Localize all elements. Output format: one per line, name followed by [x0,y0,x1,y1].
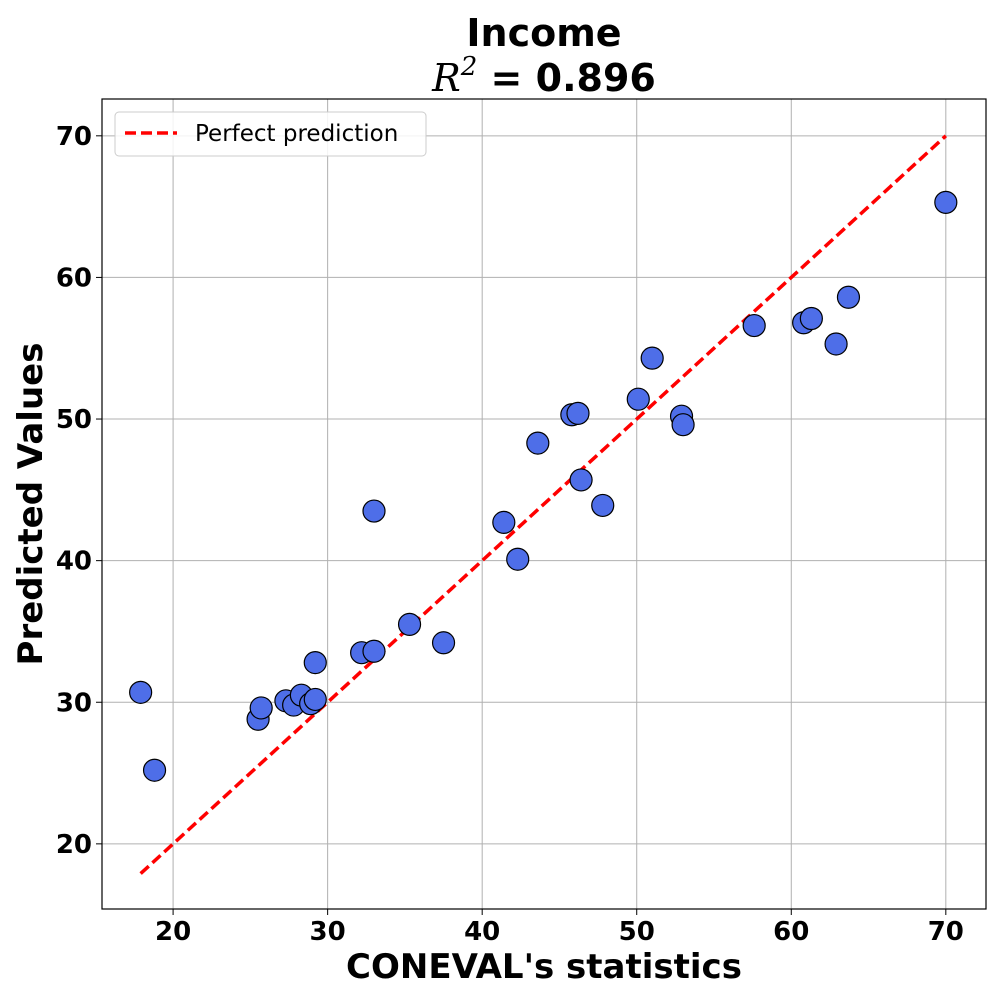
y-tick-label: 20 [56,830,92,860]
y-tick-label: 70 [56,122,92,152]
legend-label: Perfect prediction [195,121,398,147]
scatter-point [431,631,456,655]
scatter-point [934,190,958,214]
scatter-point [303,687,327,712]
scatter-point [362,499,386,523]
x-axis-ticks: 20 30 40 50 60 70 [155,909,964,947]
scatter-point [824,332,848,356]
scatter-point [492,510,516,535]
x-tick-label: 70 [928,917,964,947]
x-tick-label: 20 [155,917,191,947]
scatter-point [626,387,650,411]
scatter-point [836,285,861,309]
scatter-point [526,431,550,455]
scatter-point [640,346,664,370]
data-points [129,190,958,782]
chart-subtitle: R2 = 0.896 [431,52,656,100]
scatter-point [799,306,823,331]
perfect-prediction-line [139,134,948,875]
x-tick-label: 50 [619,917,655,947]
scatter-point [142,758,167,782]
scatter-point [397,612,422,636]
x-tick-label: 40 [464,917,500,947]
y-axis-ticks: 20 30 40 50 60 70 [56,122,102,860]
plot-frame [101,98,987,910]
scatter-point [129,680,153,704]
legend-box [114,111,427,157]
r2-value: = 0.896 [477,56,656,100]
x-axis-label: CONEVAL's statistics [346,947,742,987]
y-axis-label: Predicted Values [11,343,51,666]
scatter-point [506,547,530,571]
r2-symbol: R [431,56,461,100]
reference-line-layer [139,134,948,875]
scatter-point [671,413,695,437]
y-tick-label: 40 [56,547,92,577]
y-tick-label: 60 [56,263,92,293]
scatter-point [591,493,615,518]
r2-superscript: 2 [460,52,478,82]
scatter-point [566,401,590,425]
x-tick-label: 30 [310,917,346,947]
scatter-point [249,696,273,720]
scatter-point [742,313,766,338]
x-tick-label: 60 [773,917,809,947]
scatter-point [569,468,593,492]
scatter-point [303,651,327,675]
y-tick-label: 50 [56,405,92,435]
legend: Perfect prediction [114,111,427,157]
y-tick-label: 30 [56,688,92,718]
chart-title: Income [466,11,621,55]
scatter-point [362,639,386,663]
